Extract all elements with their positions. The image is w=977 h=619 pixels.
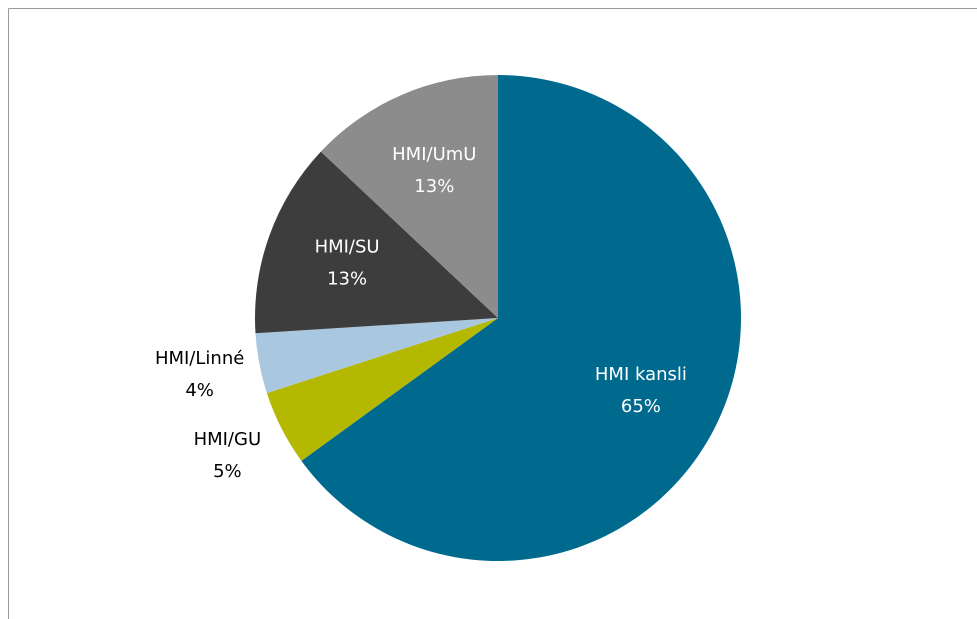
slice-value-label: 4% <box>185 380 214 401</box>
slice-label: HMI/SU <box>315 237 380 258</box>
slice-value-label: 5% <box>213 461 242 482</box>
slice-value-label: 65% <box>621 396 661 417</box>
slice-label: HMI/GU <box>194 429 262 450</box>
pie-slice <box>320 75 498 318</box>
slice-label: HMI/UmU <box>392 144 476 165</box>
pie-slice <box>301 75 741 562</box>
pie-slice <box>255 151 498 334</box>
pie-slice <box>255 318 498 394</box>
slice-label: HMI kansli <box>595 364 687 385</box>
pie-slice <box>266 318 498 461</box>
slice-value-label: 13% <box>414 176 454 197</box>
slice-value-label: 13% <box>327 269 367 290</box>
slice-label: HMI/Linné <box>155 348 244 369</box>
